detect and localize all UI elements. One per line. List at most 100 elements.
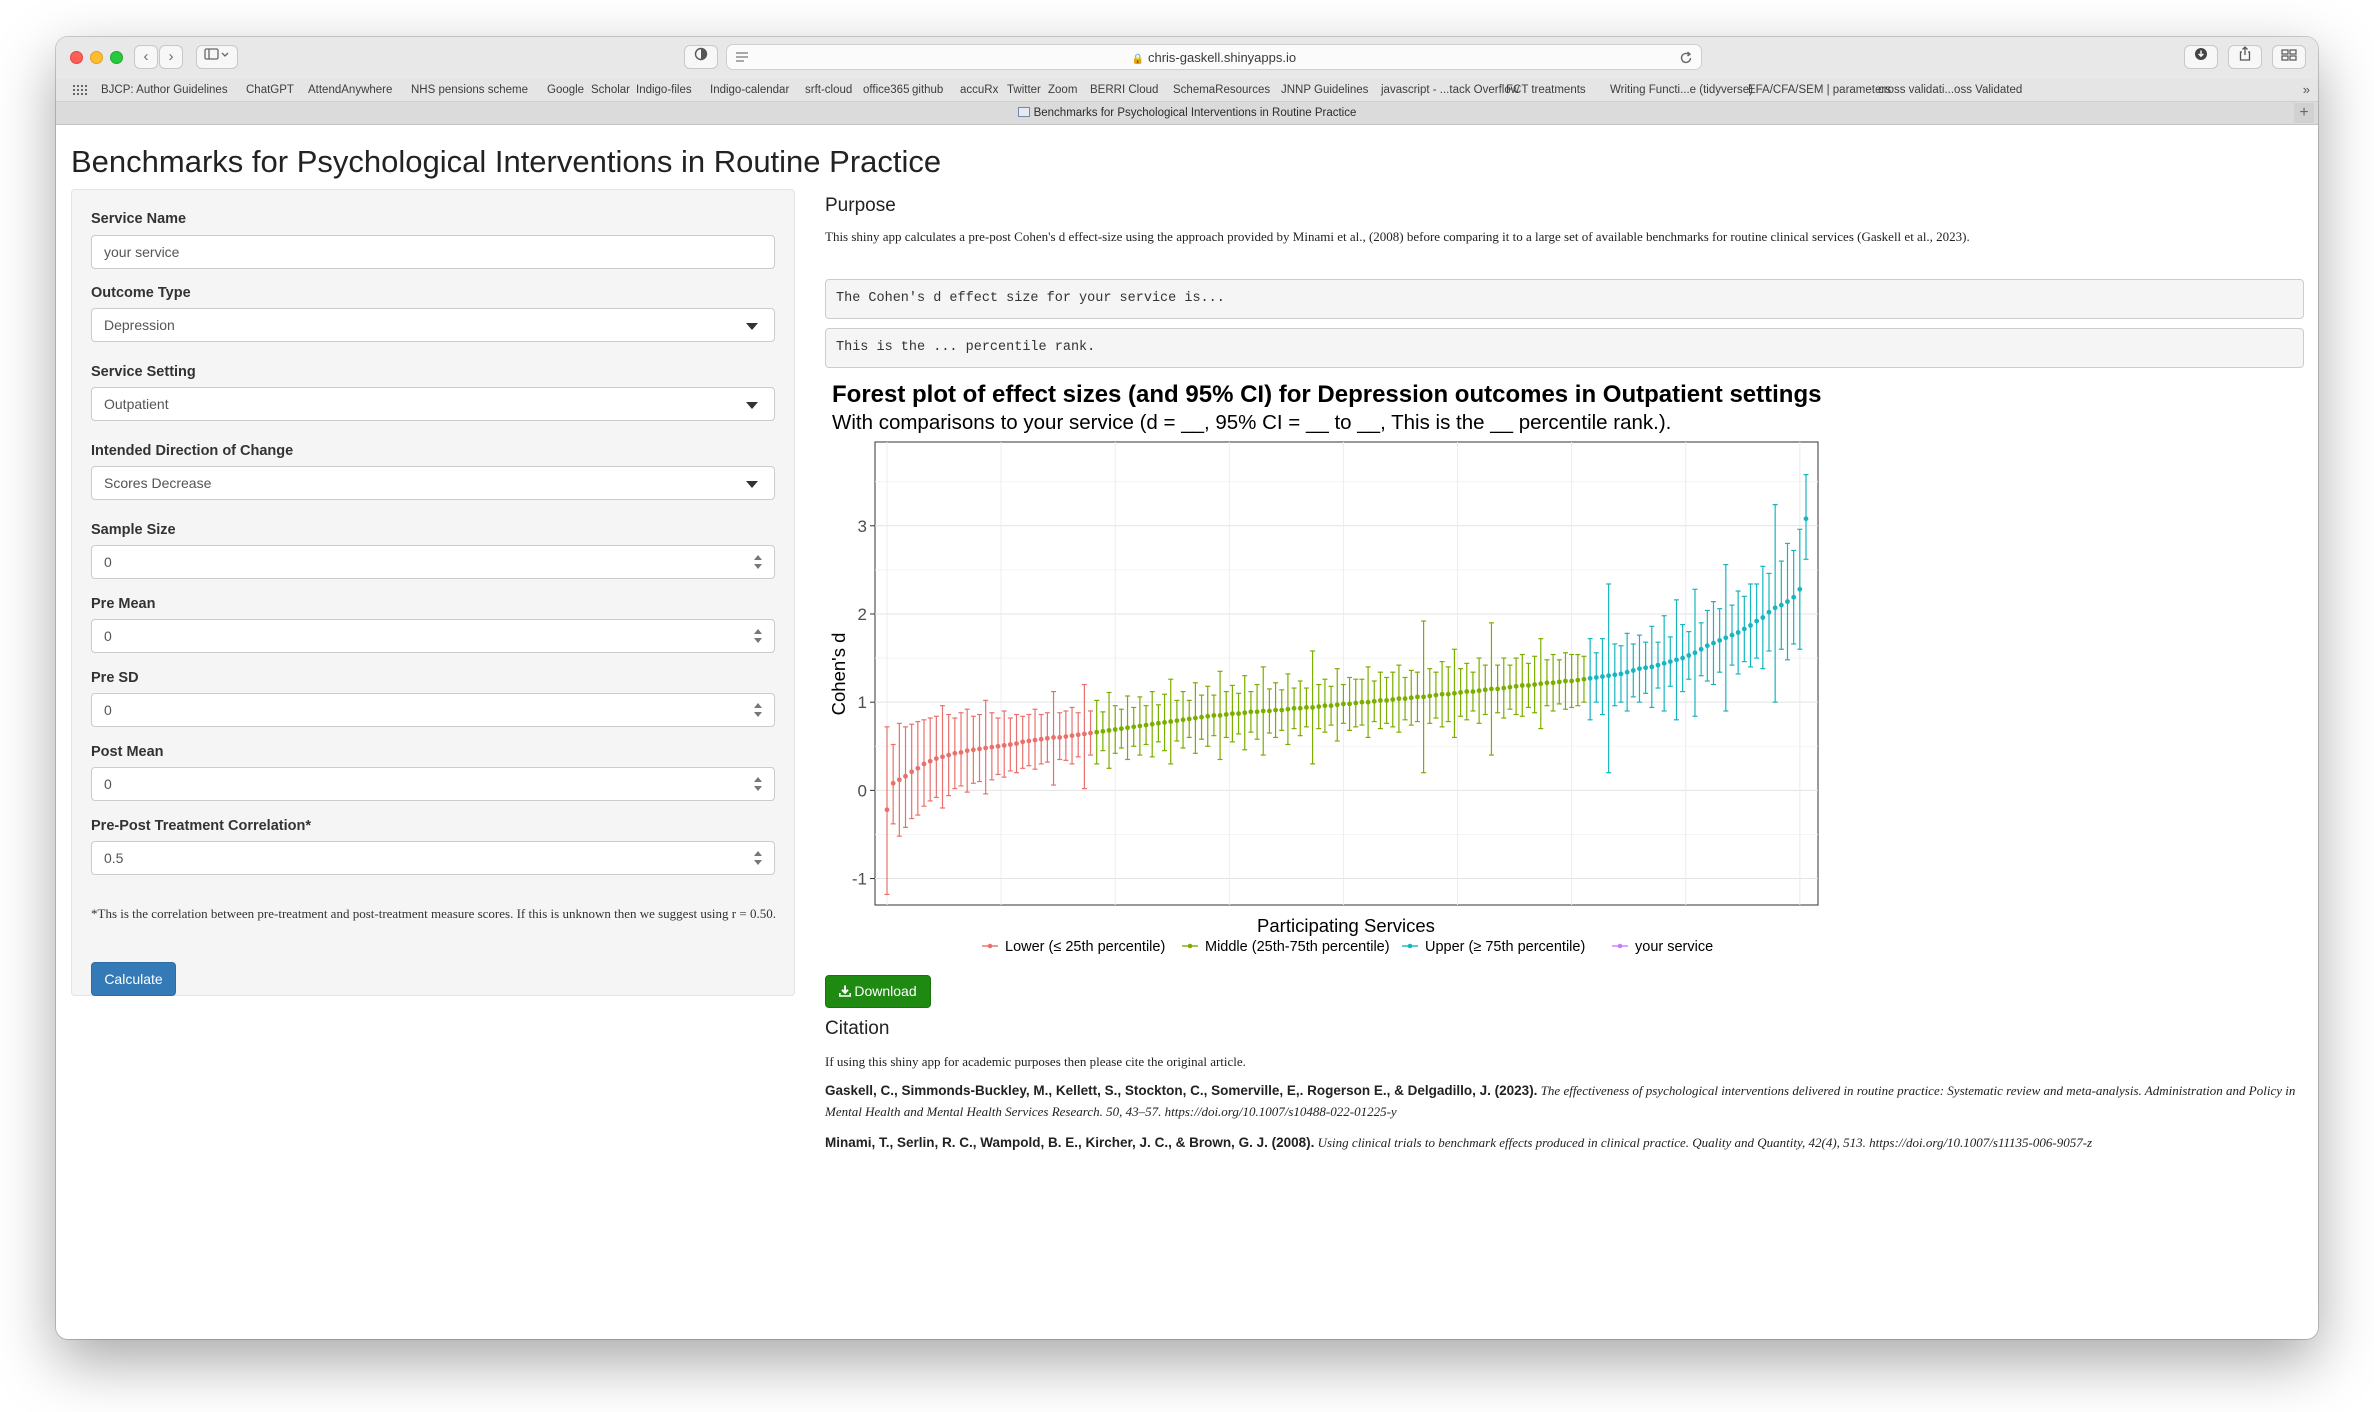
forward-button[interactable]: › bbox=[159, 45, 183, 69]
effect-point bbox=[1291, 705, 1297, 711]
reload-icon[interactable] bbox=[1679, 51, 1693, 65]
y-tick-label: 2 bbox=[858, 605, 867, 624]
tab-strip: Benchmarks for Psychological Interventio… bbox=[56, 101, 2318, 125]
effect-point bbox=[1476, 688, 1482, 694]
bookmark-item[interactable]: EFA/CFA/SEM | parameters bbox=[1748, 84, 1891, 96]
bookmark-item[interactable]: JNNP Guidelines bbox=[1281, 84, 1369, 96]
bookmark-item[interactable]: Google bbox=[547, 84, 585, 96]
calculate-button[interactable]: Calculate bbox=[91, 962, 176, 996]
input-panel: Service Name your service Outcome Type D… bbox=[71, 189, 795, 996]
service-name-input[interactable]: your service bbox=[91, 235, 775, 269]
bookmark-item[interactable]: Zoom bbox=[1048, 84, 1078, 96]
close-window-button[interactable] bbox=[70, 51, 83, 64]
effect-point bbox=[1359, 699, 1365, 705]
legend-key-point bbox=[1187, 943, 1193, 949]
tab-overview-button[interactable] bbox=[2272, 45, 2306, 69]
stepper-icon[interactable] bbox=[754, 628, 762, 644]
post-mean-input[interactable]: 0 bbox=[91, 767, 775, 801]
effect-point bbox=[1612, 672, 1618, 678]
effect-point bbox=[1131, 724, 1137, 730]
stepper-icon[interactable] bbox=[754, 554, 762, 570]
effect-point bbox=[1328, 703, 1334, 709]
effect-point bbox=[1661, 660, 1667, 666]
bookmark-item[interactable]: github bbox=[912, 84, 944, 96]
effect-point bbox=[1507, 684, 1513, 690]
active-tab[interactable]: Benchmarks for Psychological Interventio… bbox=[56, 107, 2318, 119]
effect-point bbox=[1797, 586, 1803, 592]
correlation-input[interactable]: 0.5 bbox=[91, 841, 775, 875]
zoom-window-button[interactable] bbox=[110, 51, 123, 64]
apps-grid-icon[interactable] bbox=[73, 85, 87, 95]
effect-point bbox=[1285, 706, 1291, 712]
effect-point bbox=[1174, 718, 1180, 724]
more-bookmarks-icon[interactable]: » bbox=[2302, 82, 2310, 97]
bookmark-item[interactable]: Writing Functi...e (tidyverse) bbox=[1610, 84, 1753, 96]
address-bar[interactable]: 🔒 chris-gaskell.shinyapps.io bbox=[726, 44, 1702, 70]
bookmark-item[interactable]: Indigo-files bbox=[636, 84, 692, 96]
browser-toolbar: ‹ › 🔒 chris-gaskell.shinyapps.io bbox=[56, 37, 2318, 79]
effect-point bbox=[1063, 734, 1069, 739]
privacy-report-button[interactable] bbox=[684, 45, 718, 69]
back-button[interactable]: ‹ bbox=[134, 45, 158, 69]
bookmark-item[interactable]: AttendAnywhere bbox=[308, 84, 393, 96]
bookmark-item[interactable]: office365 bbox=[863, 84, 910, 96]
bookmark-item[interactable]: Scholar bbox=[591, 84, 630, 96]
effect-point bbox=[1575, 677, 1581, 683]
effect-point bbox=[1803, 516, 1809, 522]
sidebar-toggle-button[interactable] bbox=[196, 45, 238, 69]
effect-point bbox=[1532, 682, 1538, 687]
bookmark-item[interactable]: NHS pensions scheme bbox=[411, 84, 528, 96]
effect-point bbox=[1223, 712, 1229, 717]
grid-icon bbox=[2281, 49, 2297, 61]
bookmark-item[interactable]: accuRx bbox=[960, 84, 999, 96]
new-tab-icon[interactable]: + bbox=[2294, 103, 2314, 123]
pre-mean-input[interactable]: 0 bbox=[91, 619, 775, 653]
bookmark-item[interactable]: SchemaResources bbox=[1173, 84, 1271, 96]
bookmark-item[interactable]: cross validati...oss Validated bbox=[1878, 84, 2023, 96]
effect-point bbox=[1698, 646, 1704, 652]
sample-size-input[interactable]: 0 bbox=[91, 545, 775, 579]
downloads-button[interactable] bbox=[2184, 45, 2218, 69]
stepper-icon[interactable] bbox=[754, 776, 762, 792]
effect-point bbox=[1630, 668, 1636, 673]
effect-point bbox=[1600, 674, 1605, 679]
stepper-icon[interactable] bbox=[754, 850, 762, 866]
minimize-window-button[interactable] bbox=[90, 51, 103, 64]
bookmark-item[interactable]: ChatGPT bbox=[246, 84, 294, 96]
effect-point bbox=[1692, 650, 1698, 656]
pre-sd-input[interactable]: 0 bbox=[91, 693, 775, 727]
plot-marks bbox=[884, 474, 1809, 896]
bookmark-item[interactable]: srft-cloud bbox=[805, 84, 853, 96]
bookmark-item[interactable]: Indigo-calendar bbox=[710, 84, 790, 96]
bookmark-item[interactable]: Twitter bbox=[1007, 84, 1041, 96]
download-button[interactable]: Download bbox=[825, 975, 931, 1008]
tab-title: Benchmarks for Psychological Interventio… bbox=[1033, 107, 1357, 119]
effect-point bbox=[1267, 708, 1272, 714]
effect-point bbox=[1766, 609, 1772, 615]
bookmark-item[interactable]: BJCP: Author Guidelines bbox=[101, 84, 228, 96]
citation-gaskell: Gaskell, C., Simmonds-Buckley, M., Kelle… bbox=[825, 1080, 2305, 1122]
bookmark-item[interactable]: javascript - ...tack Overflow bbox=[1381, 84, 1520, 96]
download-label: Download bbox=[854, 983, 917, 999]
effect-size-output: The Cohen's d effect size for your servi… bbox=[825, 279, 2304, 319]
direction-select[interactable]: Scores Decrease bbox=[91, 466, 775, 500]
effect-point bbox=[1606, 673, 1612, 679]
stepper-icon[interactable] bbox=[754, 702, 762, 718]
outcome-type-select[interactable]: Depression bbox=[91, 308, 775, 342]
share-button[interactable] bbox=[2228, 45, 2262, 69]
effect-point bbox=[1581, 676, 1587, 682]
bookmark-item[interactable]: FCT treatments bbox=[1506, 84, 1586, 96]
effect-point bbox=[1513, 683, 1519, 689]
page-title: Benchmarks for Psychological Interventio… bbox=[71, 144, 942, 179]
share-icon bbox=[2239, 46, 2251, 61]
effect-point bbox=[1723, 635, 1729, 641]
bookmark-item[interactable]: BERRI Cloud bbox=[1090, 84, 1159, 96]
effect-point bbox=[1495, 686, 1501, 692]
service-setting-select[interactable]: Outpatient bbox=[91, 387, 775, 421]
effect-point bbox=[983, 745, 989, 751]
legend-label: Lower (≤ 25th percentile) bbox=[1005, 939, 1165, 955]
effect-point bbox=[1143, 722, 1149, 728]
effect-point bbox=[1057, 735, 1063, 740]
effect-point bbox=[1390, 697, 1396, 702]
download-circle-icon bbox=[2195, 48, 2207, 60]
